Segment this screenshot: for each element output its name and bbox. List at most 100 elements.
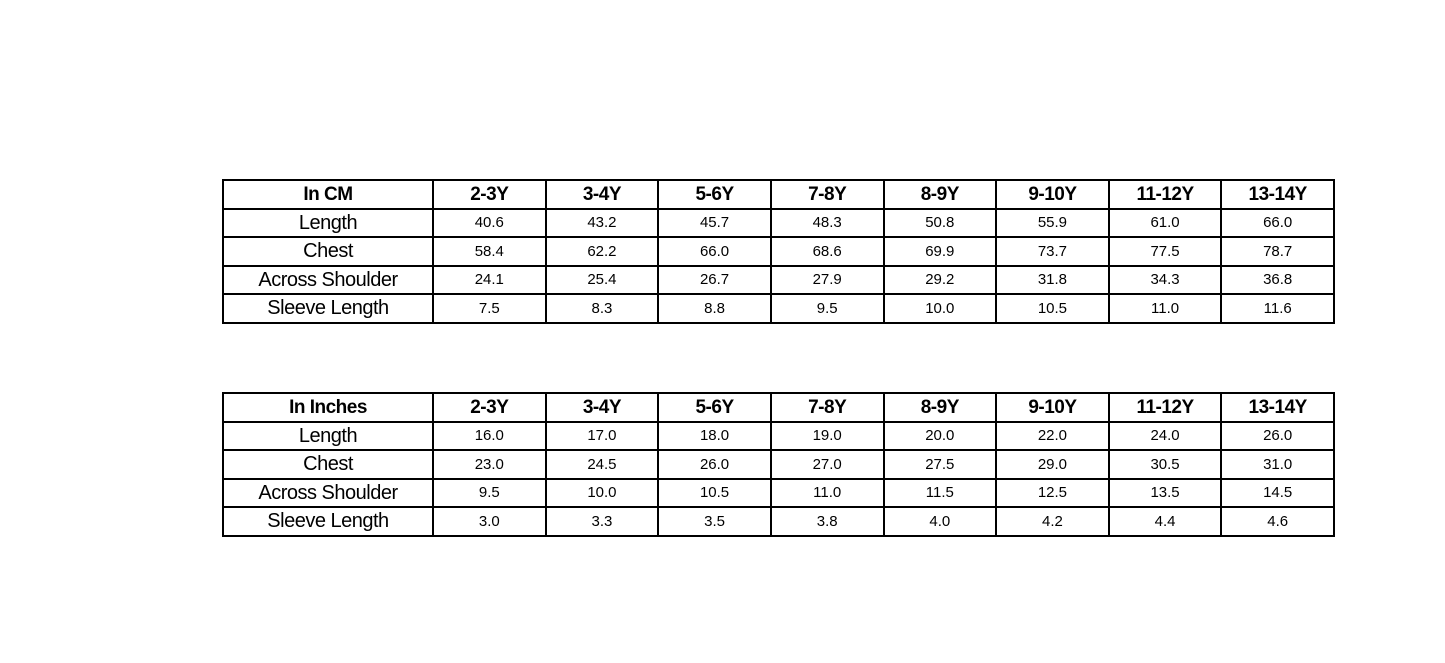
measurement-value: 3.8 <box>769 506 885 537</box>
measurement-value: 9.5 <box>432 477 547 508</box>
measurement-value: 4.4 <box>1107 506 1223 537</box>
measurement-label: Length <box>222 207 434 238</box>
measurement-value: 40.6 <box>432 207 547 238</box>
measurement-value: 78.7 <box>1220 236 1335 267</box>
size-header: 8-9Y <box>882 179 998 210</box>
table-row: Length 40.6 43.2 45.7 48.3 50.8 55.9 61.0 66.0 <box>222 207 1335 238</box>
size-header: 3-4Y <box>544 179 660 210</box>
measurement-value: 8.3 <box>544 293 660 324</box>
measurement-value: 27.0 <box>769 449 885 480</box>
measurement-value: 27.9 <box>769 264 885 295</box>
measurement-value: 36.8 <box>1220 264 1335 295</box>
size-header: 5-6Y <box>657 392 772 423</box>
measurement-value: 19.0 <box>769 420 885 451</box>
table-row: Length 16.0 17.0 18.0 19.0 20.0 22.0 24.0 26.0 <box>222 420 1335 451</box>
measurement-value: 18.0 <box>657 420 772 451</box>
measurement-value: 66.0 <box>657 236 772 267</box>
measurement-value: 58.4 <box>432 236 547 267</box>
size-header: 11-12Y <box>1107 392 1223 423</box>
measurement-value: 10.5 <box>995 293 1110 324</box>
measurement-value: 22.0 <box>995 420 1110 451</box>
size-header: 13-14Y <box>1220 179 1335 210</box>
measurement-value: 48.3 <box>769 207 885 238</box>
size-chart-cm-table: In CM 2-3Y 3-4Y 5-6Y 7-8Y 8-9Y 9-10Y 11-12Y 13-1… <box>222 179 1335 324</box>
measurement-value: 34.3 <box>1107 264 1223 295</box>
measurement-value: 50.8 <box>882 207 998 238</box>
measurement-value: 24.5 <box>544 449 660 480</box>
measurement-value: 30.5 <box>1107 449 1223 480</box>
table-row: Across Shoulder 24.1 25.4 26.7 27.9 29.2 31.8 3… <box>222 264 1335 295</box>
size-header: 8-9Y <box>882 392 998 423</box>
size-header: 7-8Y <box>769 179 885 210</box>
measurement-value: 45.7 <box>657 207 772 238</box>
measurement-value: 29.2 <box>882 264 998 295</box>
measurement-value: 10.0 <box>544 477 660 508</box>
table-row: Sleeve Length 3.0 3.3 3.5 3.8 4.0 4.2 4.4 4.6 <box>222 506 1335 537</box>
measurement-value: 3.5 <box>657 506 772 537</box>
measurement-label: Chest <box>222 449 434 480</box>
measurement-value: 20.0 <box>882 420 998 451</box>
measurement-value: 17.0 <box>544 420 660 451</box>
size-header: 11-12Y <box>1107 179 1223 210</box>
measurement-value: 3.3 <box>544 506 660 537</box>
measurement-value: 3.0 <box>432 506 547 537</box>
size-header: 9-10Y <box>995 179 1110 210</box>
measurement-value: 66.0 <box>1220 207 1335 238</box>
measurement-value: 4.6 <box>1220 506 1335 537</box>
measurement-value: 62.2 <box>544 236 660 267</box>
measurement-value: 12.5 <box>995 477 1110 508</box>
measurement-value: 10.5 <box>657 477 772 508</box>
unit-header: In Inches <box>222 392 434 423</box>
measurement-value: 68.6 <box>769 236 885 267</box>
measurement-value: 55.9 <box>995 207 1110 238</box>
size-header: 5-6Y <box>657 179 772 210</box>
measurement-value: 13.5 <box>1107 477 1223 508</box>
measurement-value: 11.6 <box>1220 293 1335 324</box>
size-header: 7-8Y <box>769 392 885 423</box>
table-row: Across Shoulder 9.5 10.0 10.5 11.0 11.5 12.5 13… <box>222 477 1335 508</box>
size-chart-inches-table: In Inches 2-3Y 3-4Y 5-6Y 7-8Y 8-9Y 9-10Y 11-12Y… <box>222 392 1335 537</box>
measurement-value: 69.9 <box>882 236 998 267</box>
measurement-value: 24.1 <box>432 264 547 295</box>
measurement-value: 16.0 <box>432 420 547 451</box>
measurement-value: 23.0 <box>432 449 547 480</box>
measurement-value: 9.5 <box>769 293 885 324</box>
measurement-value: 25.4 <box>544 264 660 295</box>
measurement-label: Across Shoulder <box>222 264 434 295</box>
measurement-value: 77.5 <box>1107 236 1223 267</box>
measurement-value: 14.5 <box>1220 477 1335 508</box>
measurement-value: 27.5 <box>882 449 998 480</box>
measurement-value: 31.8 <box>995 264 1110 295</box>
measurement-value: 26.7 <box>657 264 772 295</box>
measurement-value: 8.8 <box>657 293 772 324</box>
size-header: 2-3Y <box>432 392 547 423</box>
measurement-value: 11.0 <box>1107 293 1223 324</box>
table-row: Chest 23.0 24.5 26.0 27.0 27.5 29.0 30.5 31.0 <box>222 449 1335 480</box>
measurement-value: 31.0 <box>1220 449 1335 480</box>
measurement-value: 73.7 <box>995 236 1110 267</box>
measurement-value: 61.0 <box>1107 207 1223 238</box>
measurement-value: 26.0 <box>657 449 772 480</box>
measurement-value: 11.0 <box>769 477 885 508</box>
measurement-value: 26.0 <box>1220 420 1335 451</box>
measurement-label: Across Shoulder <box>222 477 434 508</box>
unit-header: In CM <box>222 179 434 210</box>
measurement-label: Chest <box>222 236 434 267</box>
measurement-value: 29.0 <box>995 449 1110 480</box>
measurement-value: 24.0 <box>1107 420 1223 451</box>
measurement-label: Length <box>222 420 434 451</box>
measurement-value: 43.2 <box>544 207 660 238</box>
size-header: 3-4Y <box>544 392 660 423</box>
size-header: 9-10Y <box>995 392 1110 423</box>
table-row: Chest 58.4 62.2 66.0 68.6 69.9 73.7 77.5 78.7 <box>222 236 1335 267</box>
measurement-value: 4.0 <box>882 506 998 537</box>
header-row: In Inches 2-3Y 3-4Y 5-6Y 7-8Y 8-9Y 9-10Y 11-12Y… <box>222 392 1335 423</box>
measurement-label: Sleeve Length <box>222 293 434 324</box>
measurement-value: 7.5 <box>432 293 547 324</box>
size-header: 2-3Y <box>432 179 547 210</box>
measurement-value: 10.0 <box>882 293 998 324</box>
size-header: 13-14Y <box>1220 392 1335 423</box>
header-row: In CM 2-3Y 3-4Y 5-6Y 7-8Y 8-9Y 9-10Y 11-12Y 13-1… <box>222 179 1335 210</box>
measurement-label: Sleeve Length <box>222 506 434 537</box>
table-row: Sleeve Length 7.5 8.3 8.8 9.5 10.0 10.5 11.0 11.… <box>222 293 1335 324</box>
